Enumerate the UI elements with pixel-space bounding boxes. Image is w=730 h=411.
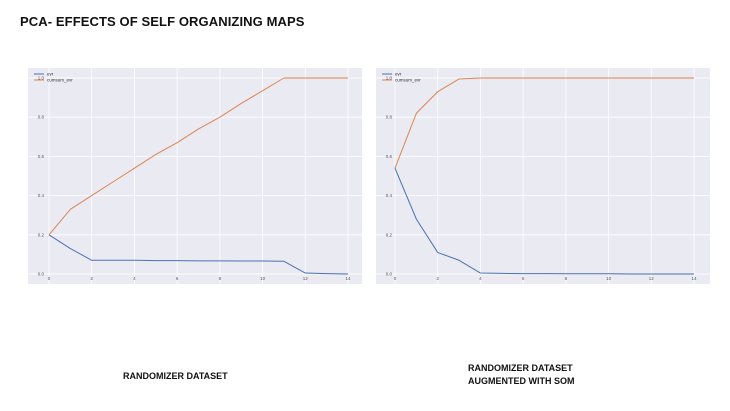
page-title: PCA- EFFECTS OF SELF ORGANIZING MAPS bbox=[20, 14, 305, 29]
chart-2-y-tick-label: 0.6 bbox=[386, 154, 393, 159]
chart-2-x-tick-label: 4 bbox=[479, 276, 482, 281]
chart-1-x-tick-label: 10 bbox=[260, 276, 266, 281]
caption-left: RANDOMIZER DATASET bbox=[123, 371, 228, 381]
chart-2-legend-label: evr bbox=[395, 72, 402, 77]
chart-2-x-tick-label: 12 bbox=[649, 276, 655, 281]
chart-2-x-tick-label: 6 bbox=[522, 276, 525, 281]
chart-1-x-tick-label: 0 bbox=[48, 276, 51, 281]
chart-1-x-tick-label: 6 bbox=[176, 276, 179, 281]
chart-1-series-line-cumsum-evr bbox=[48, 77, 348, 236]
chart-2-y-tick-label: 0.0 bbox=[386, 272, 393, 277]
chart-2-y-tick-label: 1.0 bbox=[386, 76, 393, 81]
caption-right: RANDOMIZER DATASET AUGMENTED WITH SOM bbox=[468, 362, 575, 388]
chart-1-legend-label: cumsum_evr bbox=[47, 78, 73, 83]
chart-1-legend-label: evr bbox=[47, 72, 54, 77]
chart-2-series-line-cumsum-evr bbox=[394, 77, 694, 169]
chart-2-x-tick-label: 0 bbox=[394, 276, 397, 281]
chart-1-plot-area bbox=[28, 68, 362, 284]
caption-right-line-1: RANDOMIZER DATASET bbox=[468, 363, 573, 373]
chart-2-x-tick-label: 14 bbox=[691, 276, 697, 281]
chart-1-x-tick-label: 14 bbox=[345, 276, 351, 281]
chart-1-y-tick-label: 0.0 bbox=[38, 272, 45, 277]
chart-2-x-tick-label: 8 bbox=[565, 276, 568, 281]
chart-1-x-tick-label: 4 bbox=[133, 276, 136, 281]
chart-1-y-tick-label: 1.0 bbox=[38, 76, 45, 81]
chart-1-series-line-evr bbox=[48, 234, 349, 275]
chart-1-y-tick-label: 0.2 bbox=[38, 232, 45, 237]
chart-2-plot-area bbox=[376, 68, 710, 284]
chart-2-legend-label: cumsum_evr bbox=[395, 78, 421, 83]
chart-1-y-tick-label: 0.6 bbox=[38, 154, 45, 159]
chart-2-y-tick-label: 0.8 bbox=[386, 115, 393, 120]
chart-1-x-tick-label: 8 bbox=[219, 276, 222, 281]
chart-2-series-line-evr bbox=[394, 167, 694, 275]
chart-1-y-tick-label: 0.4 bbox=[38, 193, 45, 198]
chart-1-x-tick-label: 12 bbox=[303, 276, 309, 281]
chart-2-y-tick-label: 0.4 bbox=[386, 193, 393, 198]
chart-1-y-tick-label: 0.8 bbox=[38, 115, 45, 120]
caption-right-line-2: AUGMENTED WITH SOM bbox=[468, 376, 575, 386]
chart-1-x-tick-label: 2 bbox=[90, 276, 93, 281]
chart-2-x-tick-label: 2 bbox=[436, 276, 439, 281]
chart-2-y-tick-label: 0.2 bbox=[386, 232, 393, 237]
chart-2-x-tick-label: 10 bbox=[606, 276, 612, 281]
